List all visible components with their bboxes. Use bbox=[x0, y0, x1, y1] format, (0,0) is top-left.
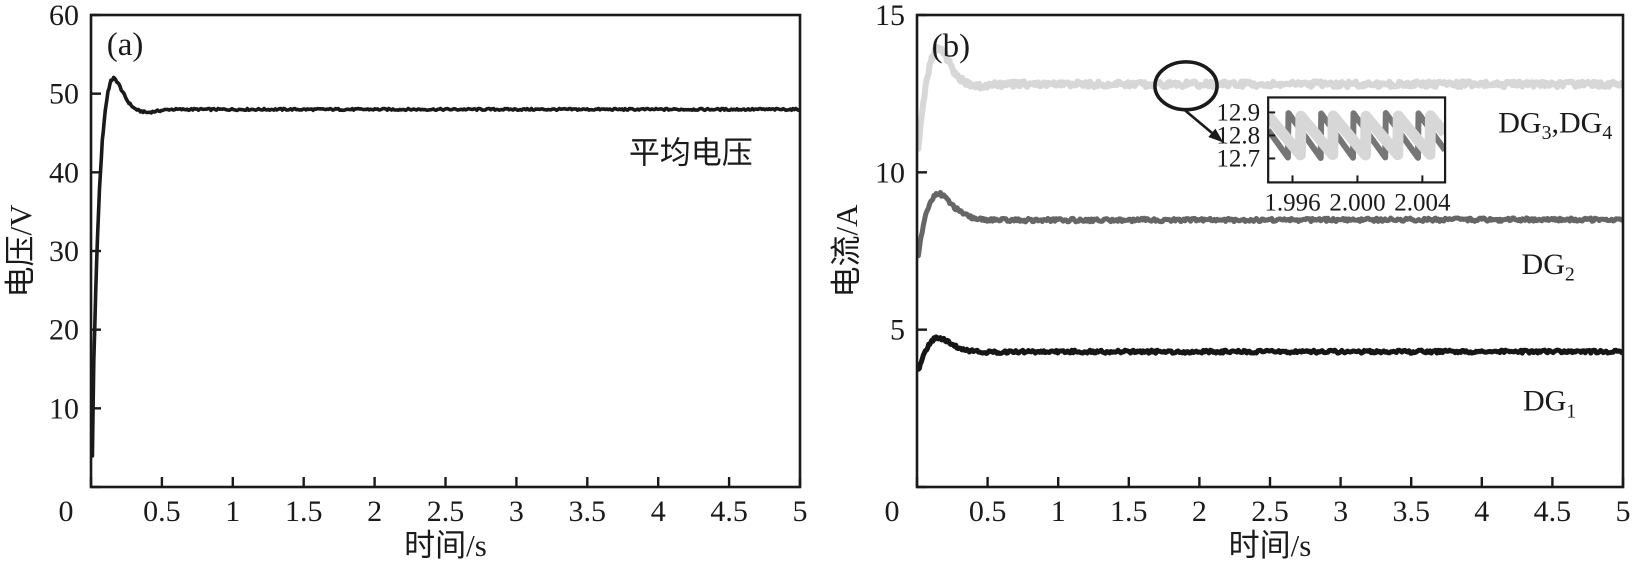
x-tick-label: 0 bbox=[885, 495, 900, 528]
x-tick-label: 2 bbox=[367, 495, 382, 528]
y-tick-label: 60 bbox=[49, 0, 79, 32]
x-tick-label: 1 bbox=[225, 495, 240, 528]
x-tick-label: 5 bbox=[793, 495, 808, 528]
y-axis-label: 电压/V bbox=[3, 204, 38, 298]
inset-x-tick-label: 2.004 bbox=[1394, 189, 1451, 216]
x-tick-label: 4.5 bbox=[710, 495, 748, 528]
y-tick-label: 10 bbox=[875, 156, 905, 189]
x-tick-label: 4 bbox=[651, 495, 666, 528]
y-tick-label: 5 bbox=[890, 314, 905, 347]
avg-voltage-label: 平均电压 bbox=[629, 136, 753, 171]
inset-ripple bbox=[1268, 110, 1446, 161]
inset-y-tick-label: 12.8 bbox=[1216, 122, 1260, 149]
y-tick-label: 15 bbox=[875, 0, 905, 32]
panel-label-b: (b) bbox=[932, 28, 970, 64]
x-tick-label: 1.5 bbox=[285, 495, 323, 528]
y-tick-label: 40 bbox=[49, 156, 79, 189]
x-tick-label: 0.5 bbox=[969, 495, 1007, 528]
inset-series-ripple-light bbox=[1268, 110, 1446, 161]
x-tick-label: 0.5 bbox=[143, 495, 181, 528]
x-tick-label: 1 bbox=[1051, 495, 1066, 528]
x-tick-label: 4 bbox=[1474, 495, 1489, 528]
callout-arrowhead bbox=[1208, 128, 1224, 143]
series-dg3-dg4 bbox=[917, 43, 1623, 152]
x-tick-label: 5 bbox=[1616, 495, 1631, 528]
x-tick-label: 4.5 bbox=[1534, 495, 1572, 528]
plot-border bbox=[89, 13, 802, 489]
x-axis-label: 时间/s bbox=[1229, 528, 1312, 563]
inset-x-tick-label: 1.996 bbox=[1264, 189, 1320, 216]
x-tick-label: 3.5 bbox=[1392, 495, 1430, 528]
x-tick-label: 3 bbox=[509, 495, 524, 528]
y-axis-label: 电流/A bbox=[829, 204, 864, 298]
callout-arrow-line bbox=[1183, 108, 1213, 134]
dg2-label: DG2 bbox=[1522, 248, 1575, 286]
x-tick-label: 2.5 bbox=[427, 495, 465, 528]
x-tick-label: 2.5 bbox=[1251, 495, 1289, 528]
inset-y-tick-label: 12.7 bbox=[1216, 145, 1260, 172]
x-tick-label: 3.5 bbox=[569, 495, 607, 528]
series-dg2 bbox=[917, 190, 1623, 259]
y-tick-label: 10 bbox=[49, 392, 79, 425]
panel-b: 0 0.5 1 1.5 2 2.5 3 3.5 4 4.5 5 5 10 15 时间/s 电流/A (b) DG3… bbox=[829, 0, 1631, 563]
series-dg1 bbox=[917, 334, 1623, 372]
y-tick-label: 30 bbox=[49, 235, 79, 268]
y-tick-label: 20 bbox=[49, 314, 79, 347]
inset-zoom-panel: 1.996 2.000 2.004 12.712.812.9 bbox=[1216, 96, 1451, 216]
series-avg-voltage bbox=[91, 75, 800, 458]
panel-a: 0 0.5 1 1.5 2 2.5 3 3.5 4 4.5 5 10 20 30 40 50 60 时间/s 电压/… bbox=[3, 0, 808, 563]
inset-y-tick-label: 12.9 bbox=[1216, 99, 1260, 126]
inset-x-tick-label: 2.000 bbox=[1329, 189, 1385, 216]
x-tick-label: 3 bbox=[1333, 495, 1348, 528]
x-tick-label: 0 bbox=[59, 495, 74, 528]
dg3-dg4-label: DG3,DG4 bbox=[1498, 106, 1612, 144]
series-layer bbox=[91, 75, 800, 458]
y-tick-label: 50 bbox=[49, 78, 79, 111]
dg1-label: DG1 bbox=[1523, 385, 1576, 423]
x-axis-label: 时间/s bbox=[404, 528, 487, 563]
x-tick-label: 1.5 bbox=[1110, 495, 1148, 528]
x-tick-label: 2 bbox=[1192, 495, 1207, 528]
series-layer bbox=[917, 43, 1623, 372]
panel-label-a: (a) bbox=[107, 27, 144, 63]
